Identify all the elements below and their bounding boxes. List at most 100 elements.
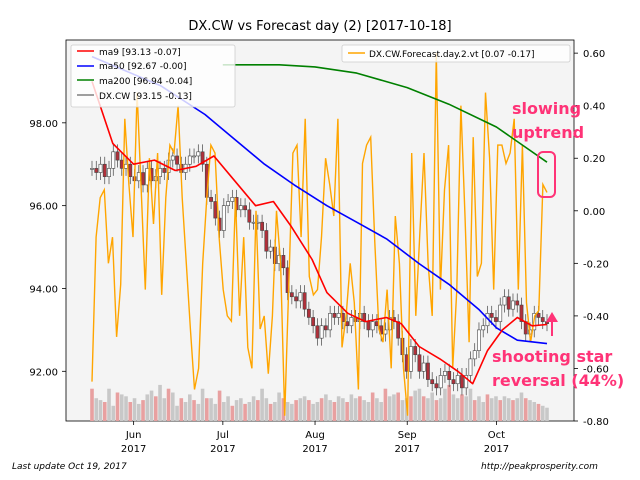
volume-bar (285, 402, 290, 421)
volume-bar (515, 398, 520, 421)
volume-bar (294, 400, 298, 421)
volume-bar (443, 388, 447, 421)
candle-body (289, 292, 294, 298)
volume-bar (149, 390, 154, 421)
right-axis-tick-label: -0.60 (583, 364, 609, 375)
candle-body (260, 221, 264, 231)
volume-bar (332, 402, 337, 421)
candle-body (226, 201, 230, 206)
legend-dxcw: DX.CW [93.15 -0.13] (99, 92, 192, 102)
volume-bar (239, 398, 243, 421)
indicator-lines (91, 53, 548, 416)
candle-body (443, 371, 447, 376)
candle-body (247, 209, 252, 223)
candle-body (494, 317, 498, 322)
volume-bar (124, 396, 128, 421)
volume-bar (341, 398, 345, 421)
volume-bar (413, 390, 417, 421)
volume-bar (545, 407, 549, 421)
right-axis-tick-label: -0.20 (583, 259, 609, 270)
volume-bar (268, 403, 273, 421)
candle-body (213, 201, 218, 219)
volume-bar (434, 400, 439, 421)
volume-bar (511, 400, 515, 421)
volume-bar (375, 398, 379, 421)
candle-body (281, 255, 286, 269)
volume-bar (217, 390, 222, 421)
volume-bar (136, 403, 141, 421)
ma50-line (91, 55, 548, 345)
volume-bar (464, 396, 469, 421)
candle-body (230, 197, 235, 202)
volume-bar (502, 396, 507, 421)
volume-bar (196, 403, 201, 421)
volume-bar (132, 398, 137, 421)
right-axis-tick-label: -0.80 (583, 417, 609, 428)
candle-body (460, 375, 464, 389)
candle-body (506, 296, 511, 310)
candle-body (417, 354, 422, 372)
candle-body (298, 292, 303, 302)
volume-bar (540, 405, 545, 421)
volume-bar (213, 403, 218, 421)
candle-body (319, 325, 324, 339)
ma9-line (91, 81, 548, 385)
volume-bar (222, 402, 226, 421)
volume-bar (153, 396, 158, 421)
candle-body (477, 329, 481, 351)
volume-bar (489, 398, 494, 421)
volume-bar (536, 403, 541, 421)
candle-body (251, 221, 256, 224)
candle-body (396, 321, 401, 339)
volume-bar (430, 392, 434, 421)
candle-body (306, 308, 311, 318)
volume-bar (264, 398, 269, 421)
candle-body (515, 300, 520, 306)
volume-bar (447, 384, 451, 421)
candle-body (94, 168, 99, 173)
candle-body (409, 346, 413, 372)
candle-body (238, 205, 243, 211)
candle-body (536, 313, 541, 318)
volume-bar (243, 403, 247, 421)
volume-bar (451, 394, 456, 421)
candle-body (192, 155, 196, 158)
footer-last-update: Last update Oct 19, 2017 (12, 462, 127, 472)
price-candles (90, 144, 549, 396)
volume-bar (290, 403, 294, 421)
candle-body (489, 313, 494, 318)
annotation-highlight-box (537, 151, 556, 198)
annotation-uptrend: uptrend (512, 123, 584, 142)
volume-bar (307, 400, 311, 421)
volume-bar (345, 402, 349, 421)
volume-bar (170, 392, 175, 421)
volume-bar (498, 400, 503, 421)
candle-body (498, 304, 503, 322)
candle-body (540, 317, 545, 322)
candle-body (243, 205, 247, 211)
volume-bar (532, 402, 537, 421)
candle-body (328, 313, 333, 331)
candle-body (468, 358, 473, 376)
volume-bar (455, 398, 460, 421)
candle-body (502, 296, 507, 306)
candle-body (519, 304, 524, 322)
legend-left: ma9 [93.13 -0.07] ma50 [92.67 -0.00] ma2… (70, 44, 236, 108)
volume-bar (145, 394, 150, 421)
volume-bar (200, 388, 205, 421)
volume-bar (277, 392, 281, 421)
volume-bar (209, 398, 213, 421)
volume-bar (362, 400, 366, 421)
volume-bars (90, 384, 549, 421)
candle-body (430, 379, 435, 385)
volume-bar (192, 400, 196, 421)
volume-bar (319, 398, 324, 421)
candle-body (426, 362, 430, 380)
volume-bar (315, 402, 320, 421)
volume-bar (379, 402, 383, 421)
volume-bar (234, 400, 239, 421)
volume-bar (324, 394, 328, 421)
volume-bar (392, 394, 396, 421)
volume-bar (188, 394, 192, 421)
